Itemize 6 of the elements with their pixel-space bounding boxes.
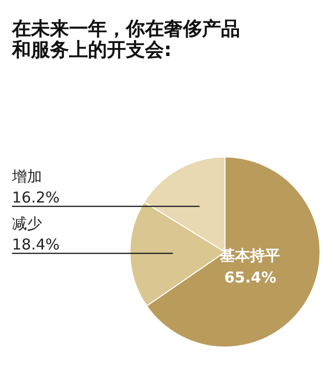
data-label: 65.4% (224, 268, 276, 286)
slice-label: 减少 (12, 214, 42, 232)
data-label: 18.4% (12, 235, 60, 254)
data-label: 16.2% (12, 188, 60, 206)
chart-title: 在未来一年，你在奢侈产品和服务上的开支会: (11, 18, 240, 61)
slice-label: 增加 (11, 167, 42, 186)
